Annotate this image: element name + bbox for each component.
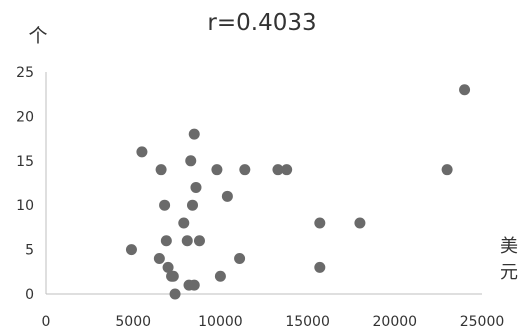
data-point [136,146,148,158]
x-tick-label: 0 [42,314,51,330]
data-points [125,84,471,300]
y-tick-label: 15 [16,154,34,170]
data-point [193,235,205,247]
data-point [125,244,137,256]
chart-title: r=0.4033 [207,10,316,36]
y-tick-label: 10 [16,198,34,214]
data-point [281,164,293,176]
data-point [239,164,251,176]
x-axis-label-line-1: 美 [500,236,518,257]
y-tick-label: 0 [25,287,34,303]
data-point [188,279,200,291]
data-point [314,217,326,229]
data-point [155,164,167,176]
data-point [190,181,202,193]
data-point [221,190,233,202]
data-point [167,270,179,282]
x-tick-label: 20000 [373,314,418,330]
data-point [272,164,284,176]
y-tick-label: 25 [16,65,34,81]
x-axis-label-line-2: 元 [500,262,518,283]
data-point [162,261,174,273]
data-point [160,235,172,247]
data-point [159,199,171,211]
x-tick-labels: 0 5000 10000 15000 20000 25000 [42,314,505,330]
x-tick-label: 5000 [115,314,151,330]
data-point [459,84,471,96]
x-tick-label: 25000 [460,314,505,330]
x-tick-label: 10000 [198,314,243,330]
data-point [186,199,198,211]
data-point [354,217,366,229]
data-point [153,252,165,264]
data-point [178,217,190,229]
data-point [169,288,181,300]
data-point [441,164,453,176]
data-point [188,128,200,140]
data-point [181,235,193,247]
x-tick-label: 15000 [285,314,330,330]
data-point [211,164,223,176]
y-tick-label: 5 [25,243,34,259]
y-tick-labels: 0 5 10 15 20 25 [16,65,34,303]
data-point [214,270,226,282]
data-point [314,261,326,273]
data-point [185,155,197,167]
data-point [234,252,246,264]
y-tick-label: 20 [16,109,34,125]
y-axis-label: 个 [28,25,47,47]
